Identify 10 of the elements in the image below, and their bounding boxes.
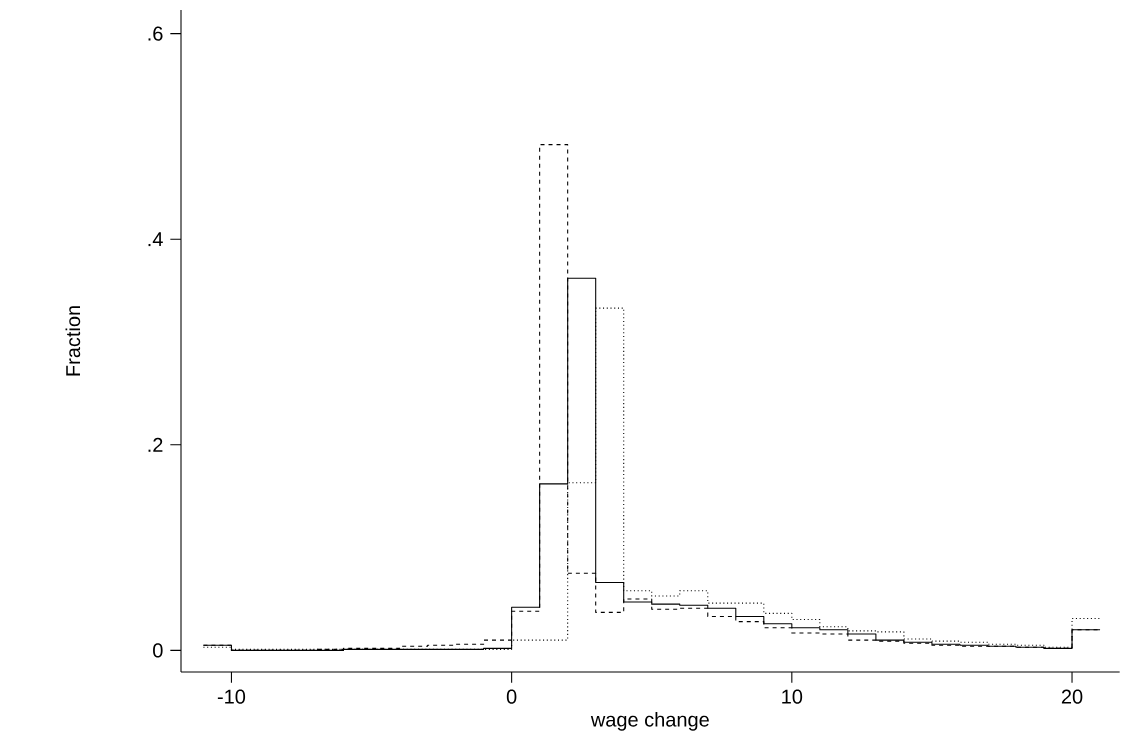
x-tick-label: 20 [1061,689,1083,704]
x-axis-title: wage change [590,712,709,731]
y-tick-label: .6 [148,26,163,41]
x-tick-label: 0 [506,689,517,704]
y-tick-label: .4 [148,232,163,247]
y-tick-label: 0 [153,643,163,658]
y-tick-label: .2 [148,437,163,452]
x-tick-label: 10 [782,689,803,704]
y-axis-title: Fraction [65,306,81,376]
x-tick-label: -10 [217,689,246,704]
